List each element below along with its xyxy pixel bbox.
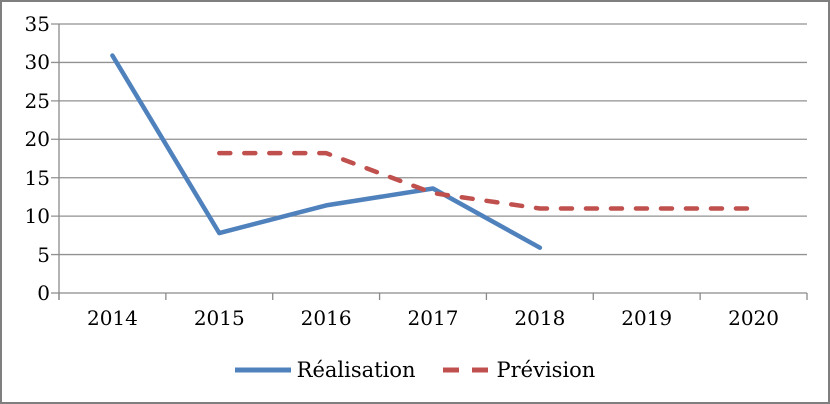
- x-axis-tick-label: 2015: [193, 306, 245, 330]
- y-axis-tick-label: 30: [24, 50, 50, 75]
- y-axis-tick-label: 15: [24, 165, 50, 190]
- legend-item-prevision: Prévision: [443, 357, 595, 383]
- y-axis-tick-label: 25: [24, 88, 50, 113]
- x-axis-tick-label: 2018: [514, 306, 566, 330]
- legend-item-realisation: Réalisation: [234, 357, 416, 383]
- y-axis-tick-label: 0: [37, 281, 50, 305]
- x-axis-tick-label: 2016: [300, 306, 352, 330]
- x-axis-tick-label: 2020: [728, 306, 780, 330]
- chart-legend: Réalisation Prévision: [2, 354, 828, 386]
- series-prevision-line: [217, 150, 756, 211]
- dashed-line-sample-icon: [443, 367, 491, 373]
- y-axis-tick-label: 20: [24, 127, 50, 152]
- solid-line-sample-icon: [234, 367, 291, 373]
- y-axis-tick-label: 10: [24, 204, 50, 229]
- legend-label-prevision: Prévision: [496, 358, 596, 382]
- y-axis-tick-label: 35: [24, 12, 50, 36]
- legend-label-realisation: Réalisation: [296, 358, 416, 382]
- x-axis-tick-label: 2019: [621, 306, 673, 330]
- x-axis-tick-label: 2017: [407, 306, 459, 330]
- series-realisation-line: [110, 53, 543, 250]
- x-axis-tick-label: 2014: [86, 306, 138, 330]
- y-axis-tick-label: 5: [37, 242, 50, 267]
